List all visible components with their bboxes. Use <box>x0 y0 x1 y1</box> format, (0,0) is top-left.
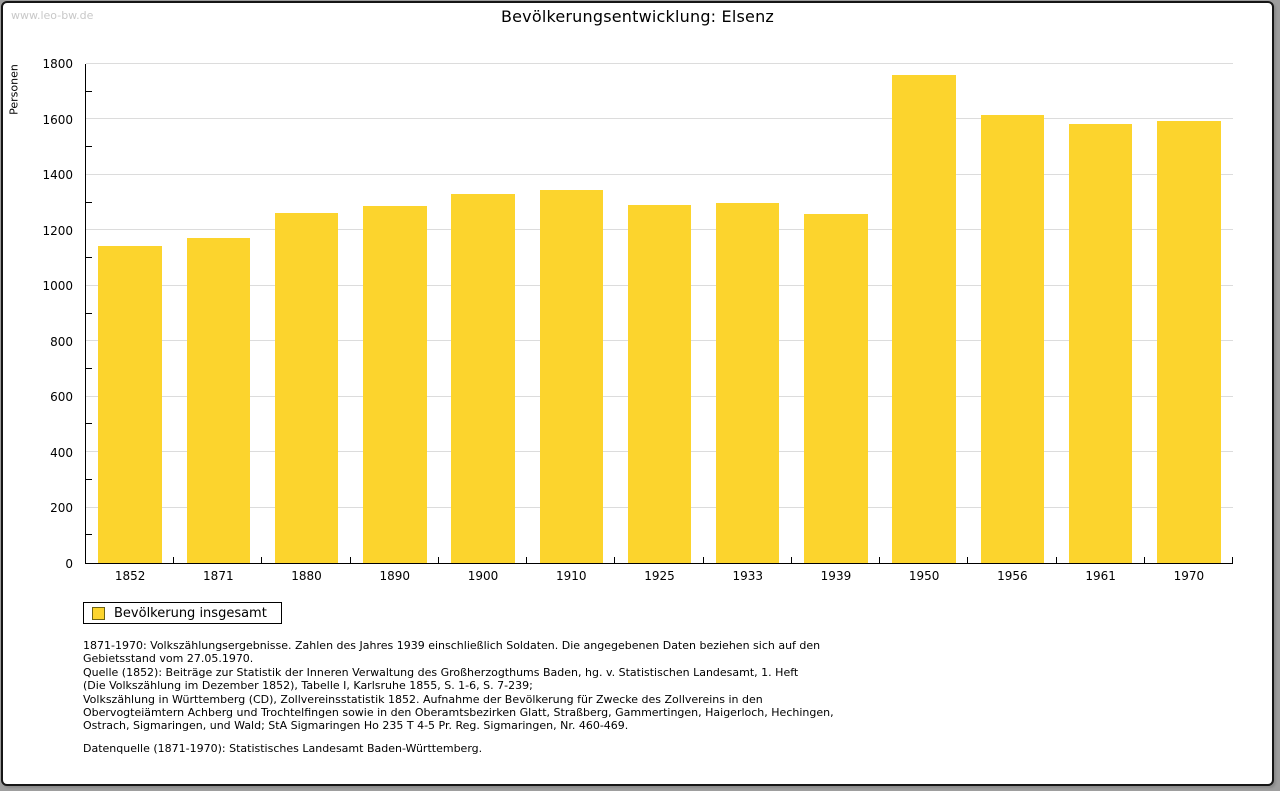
y-tick-label-400: 400 <box>50 445 73 460</box>
x-tick-label-1939: 1939 <box>820 569 852 583</box>
y-tick-label-800: 800 <box>50 334 73 349</box>
x-boundary-tick-13 <box>1232 557 1233 563</box>
bar-1871 <box>186 238 251 563</box>
x-tick-label-1900: 1900 <box>467 569 499 583</box>
footer-notes: 1871-1970: Volkszählungsergebnisse. Zahl… <box>83 639 834 733</box>
y-minor-tick-300 <box>86 478 92 480</box>
x-boundary-tick-5 <box>526 557 528 563</box>
legend-label: Bevölkerung insgesamt <box>114 605 267 621</box>
y-tick-label-1800: 1800 <box>42 57 73 71</box>
bar-1939 <box>804 213 868 563</box>
bar-1925 <box>627 205 692 563</box>
watermark: www.leo-bw.de <box>11 9 94 22</box>
x-boundary-tick-11 <box>1055 557 1057 563</box>
x-tick-label-1925: 1925 <box>644 569 675 583</box>
x-tick-label-1880: 1880 <box>291 569 322 583</box>
y-minor-tick-900 <box>86 312 92 314</box>
y-axis-labels: 0 200 400 600 800 1000 1200 1400 1600 1800 <box>3 57 79 571</box>
chart-title: Bevölkerungsentwicklung: Elsenz <box>500 7 775 26</box>
bar-1933 <box>715 202 780 563</box>
bar-1852 <box>98 245 162 563</box>
footer-datasource: Datenquelle (1871-1970): Statistisches L… <box>83 742 483 755</box>
y-tick-label-200: 200 <box>50 501 73 516</box>
y-minor-tick-1500 <box>86 146 92 148</box>
x-boundary-tick-10 <box>967 557 969 563</box>
gridline-1800 <box>86 63 1233 64</box>
x-boundary-tick-3 <box>349 557 351 563</box>
x-tick-label-1950: 1950 <box>908 569 940 583</box>
plot-area: 1852 1871 1880 1890 1900 1910 1925 1933 1939 1950… <box>85 63 1233 583</box>
x-tick-label-1956: 1956 <box>997 569 1028 583</box>
legend-swatch-icon <box>92 606 105 620</box>
x-boundary-tick-7 <box>702 557 704 563</box>
y-minor-tick-1100 <box>86 257 92 259</box>
x-boundary-tick-12 <box>1143 557 1145 563</box>
x-boundary-tick-6 <box>614 557 616 563</box>
y-minor-tick-1300 <box>86 201 92 203</box>
y-tick-label-1000: 1000 <box>42 279 73 294</box>
y-tick-label-1400: 1400 <box>42 168 73 183</box>
y-tick-label-0: 0 <box>65 557 73 571</box>
y-tick-label-600: 600 <box>50 390 73 405</box>
x-boundary-tick-2 <box>261 557 263 563</box>
y-minor-tick-500 <box>86 423 92 425</box>
bar-1890 <box>363 205 427 563</box>
y-minor-tick-1700 <box>86 90 92 92</box>
bar-1950 <box>892 74 956 563</box>
legend: Bevölkerung insgesamt <box>83 602 282 624</box>
x-tick-label-1961: 1961 <box>1085 569 1116 583</box>
x-tick-label-1871: 1871 <box>203 569 234 583</box>
bar-1880 <box>274 212 339 563</box>
x-boundary-tick-8 <box>790 557 792 563</box>
bar-1900 <box>451 193 515 563</box>
x-tick-label-1910: 1910 <box>555 569 587 583</box>
y-minor-tick-700 <box>86 367 92 369</box>
x-tick-label-1970: 1970 <box>1173 569 1205 583</box>
gridline-1600 <box>86 118 1233 120</box>
bar-1970 <box>1157 120 1221 563</box>
y-tick-label-1600: 1600 <box>42 112 73 127</box>
x-tick-label-1933: 1933 <box>732 569 763 583</box>
x-boundary-tick-4 <box>437 557 439 563</box>
bar-1956 <box>980 115 1045 563</box>
bar-1910 <box>539 190 604 563</box>
x-tick-label-1852: 1852 <box>114 569 146 583</box>
x-boundary-tick-1 <box>173 557 175 563</box>
y-tick-label-1200: 1200 <box>42 223 73 238</box>
x-tick-label-1890: 1890 <box>379 569 411 583</box>
y-minor-tick-100 <box>86 534 92 536</box>
x-boundary-tick-9 <box>879 557 881 563</box>
gridline-1400 <box>86 173 1233 175</box>
bar-1961 <box>1068 123 1133 563</box>
